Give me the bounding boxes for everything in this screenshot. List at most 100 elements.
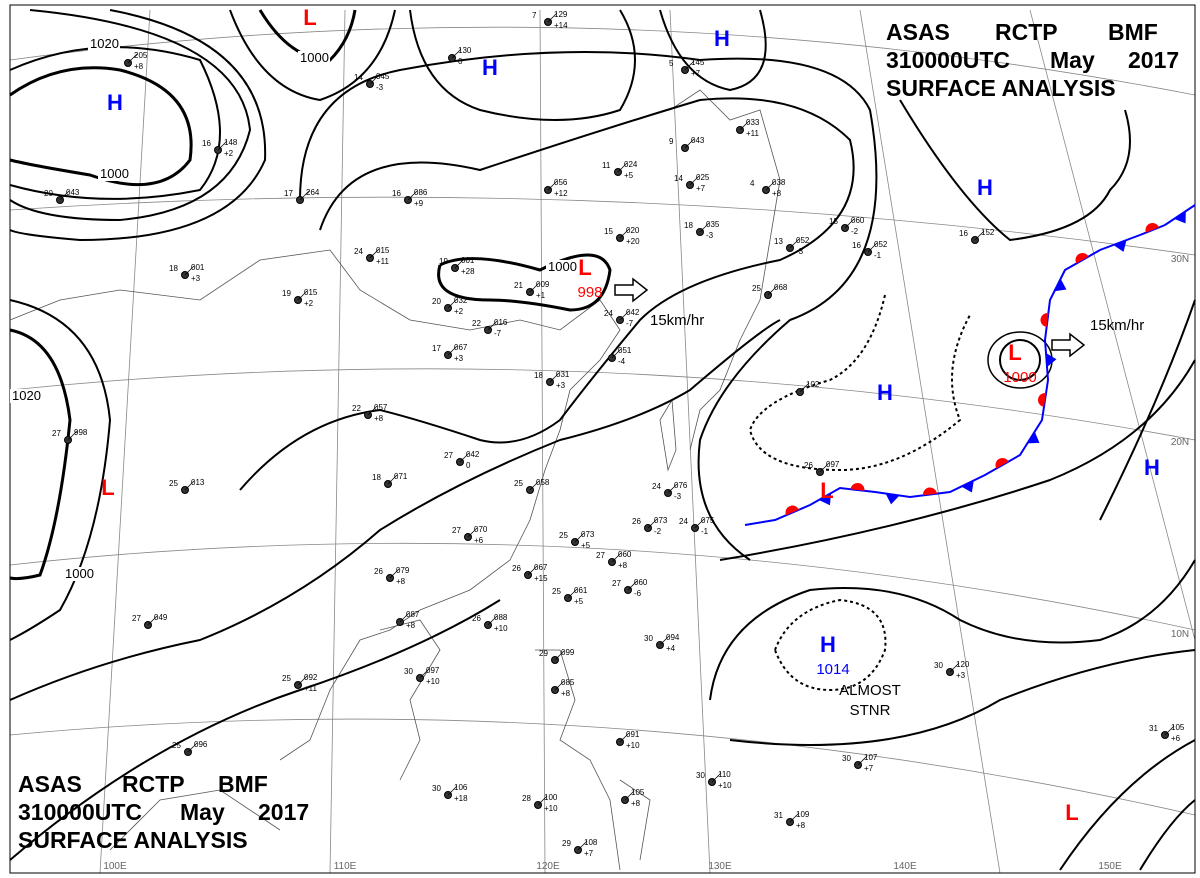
station-pressure-tendency: +7 [696, 184, 706, 193]
central-pressure-value: 998 [577, 284, 602, 301]
station-pressure: 073 [654, 516, 668, 525]
station-pressure: 049 [154, 613, 168, 622]
station-pressure: 067 [454, 343, 468, 352]
cold-front-triangle-icon [961, 480, 974, 493]
station-plot: 152 16 [959, 228, 995, 244]
station-plot: 097 26 [804, 460, 840, 476]
isobar-label: 1000 [548, 259, 577, 274]
wind-barb-icon [454, 258, 465, 269]
station-temperature: 22 [352, 404, 361, 413]
annotation-stnr: STNR [850, 702, 891, 719]
station-pressure: 057 [374, 403, 388, 412]
station-pressure-tendency: -6 [634, 589, 642, 598]
wind-barb-icon [567, 588, 578, 599]
station-plot: 102 [796, 380, 820, 396]
station-plot: 105+8 [621, 788, 645, 808]
warm-front-semicircle-icon [1145, 223, 1159, 233]
station-temperature: 26 [374, 567, 383, 576]
longitude-label: 140E [893, 861, 917, 872]
station-plot: 071 18 [372, 472, 408, 488]
station-temperature: 26 [512, 564, 521, 573]
station-pressure: 096 [194, 740, 208, 749]
station-pressure-tendency: +8 [406, 621, 416, 630]
station-plot: 145 5 +7 [669, 58, 705, 78]
station-pressure: 109 [796, 810, 810, 819]
station-pressure: 061 [574, 586, 588, 595]
station-pressure-tendency: +5 [581, 541, 591, 550]
station-pressure-tendency: +28 [461, 267, 475, 276]
station-plot: 264 17 [284, 188, 320, 204]
wind-barb-icon [467, 527, 478, 538]
station-pressure-tendency: -3 [706, 231, 714, 240]
station-pressure: 075 [701, 516, 715, 525]
station-pressure-tendency: +14 [554, 21, 568, 30]
station-pressure-tendency: +11 [304, 684, 318, 693]
station-plot: 105 31 +6 [1149, 723, 1185, 743]
station-pressure: 079 [396, 566, 410, 575]
station-pressure: 009 [536, 280, 550, 289]
station-temperature: 5 [669, 59, 674, 68]
station-plot: 091+10 [616, 730, 640, 750]
wind-barb-icon [857, 755, 868, 766]
isobar-label-bg [298, 51, 330, 65]
wind-barb-icon [949, 662, 960, 673]
warm-front-semicircle-icon [850, 483, 865, 491]
station-pressure: 148 [224, 138, 238, 147]
wind-barb-icon [67, 430, 78, 441]
wind-barb-icon [684, 138, 695, 149]
central-pressure-value: 1014 [816, 661, 849, 678]
station-temperature: 25 [752, 284, 761, 293]
station-temperature: 18 [169, 264, 178, 273]
wind-barb-icon [367, 405, 378, 416]
station-temperature: 15 [604, 227, 613, 236]
wind-barb-icon [699, 222, 710, 233]
station-temperature: 19 [282, 289, 291, 298]
wind-barb-icon [297, 290, 308, 301]
wind-barb-icon [867, 242, 878, 253]
station-pressure: 105 [1171, 723, 1185, 732]
station-pressure: 024 [624, 160, 638, 169]
wind-barb-icon [407, 190, 418, 201]
station-temperature: 30 [842, 754, 851, 763]
station-pressure: 087 [406, 610, 420, 619]
station-pressure-tendency: +2 [224, 149, 234, 158]
station-plot: 073 25 +5 [559, 530, 595, 550]
station-pressure: 099 [561, 648, 575, 657]
station-temperature: 19 [439, 257, 448, 266]
station-pressure-tendency: +11 [376, 257, 390, 266]
chart-code: BMF [1108, 19, 1158, 45]
wind-barb-icon [217, 140, 228, 151]
cold-front-triangle-icon [818, 493, 832, 506]
station-temperature: 28 [522, 794, 531, 803]
station-pressure-tendency: +10 [626, 741, 640, 750]
station-pressure: 060 [634, 578, 648, 587]
station-pressure-tendency: +5 [624, 171, 634, 180]
station-plot: 061 25 +5 [552, 586, 588, 606]
wind-barb-icon [619, 228, 630, 239]
station-pressure-tendency: +3 [556, 381, 566, 390]
wind-barb-icon [574, 532, 585, 543]
station-pressure: 058 [536, 478, 550, 487]
station-pressure: 033 [746, 118, 760, 127]
station-pressure: 076 [674, 481, 688, 490]
station-pressure: 145 [691, 58, 705, 67]
station-pressure-tendency: +8 [561, 689, 571, 698]
wind-barb-icon [667, 483, 678, 494]
station-plot: 129 7 +14 [532, 10, 568, 30]
station-plot: 068 25 [752, 283, 788, 299]
wind-barb-icon [549, 372, 560, 383]
wind-barb-icon [529, 480, 540, 491]
station-pressure: 001 [191, 263, 205, 272]
station-plot: 001 19 +28 [439, 256, 475, 276]
station-temperature: 29 [562, 839, 571, 848]
station-temperature: 14 [674, 174, 683, 183]
station-plot: 067 17 +3 [432, 343, 468, 363]
station-plot: 205+8 [124, 51, 148, 71]
latitude-label: 30N [1171, 254, 1189, 265]
station-pressure: 052 [796, 236, 810, 245]
low-pressure-center: L [101, 475, 114, 500]
station-pressure: 051 [618, 346, 632, 355]
chart-type: SURFACE ANALYSIS [886, 75, 1116, 101]
station-pressure: 129 [554, 10, 568, 19]
